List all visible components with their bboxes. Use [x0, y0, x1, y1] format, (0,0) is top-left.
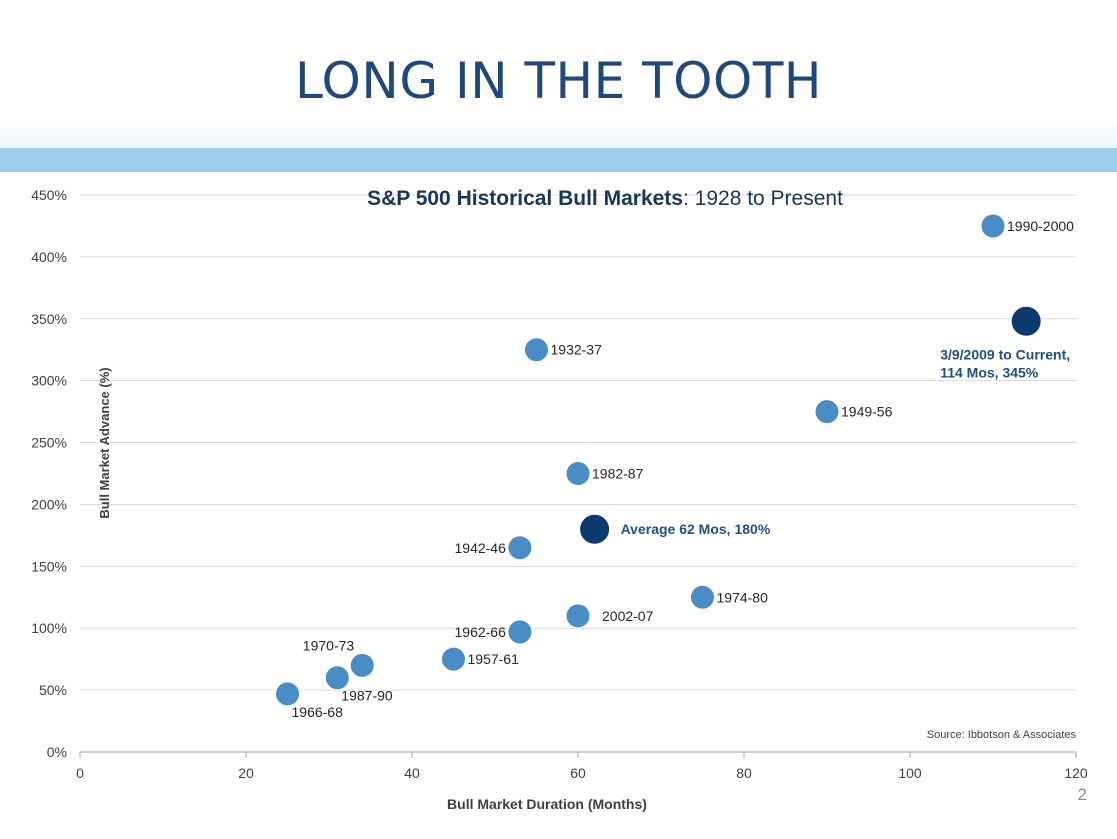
data-point-label: 1942-46: [455, 540, 507, 556]
data-point: [1010, 305, 1042, 337]
x-tick-label: 0: [76, 765, 84, 781]
x-tick-label: 120: [1064, 765, 1088, 781]
x-tick-label: 40: [404, 765, 420, 781]
data-point: [441, 646, 466, 672]
y-tick-label: 250%: [31, 435, 67, 451]
page-number: 2: [1077, 785, 1087, 804]
data-point: [690, 584, 715, 610]
x-axis-label: Bull Market Duration (Months): [447, 796, 647, 812]
y-tick-label: 400%: [31, 249, 67, 265]
data-point: [324, 665, 350, 691]
y-tick-label: 450%: [31, 187, 67, 203]
chart-title: S&P 500 Historical Bull Markets: 1928 to…: [367, 187, 843, 210]
title-band: [0, 118, 1117, 148]
data-point-label: 1990-2000: [1007, 218, 1074, 234]
data-point: [275, 681, 300, 707]
y-tick-label: 200%: [31, 496, 67, 512]
y-axis-label: Bull Market Advance (%): [97, 367, 112, 518]
data-point: [565, 461, 591, 486]
data-point: [524, 337, 549, 363]
y-tick-label: 50%: [39, 682, 67, 698]
y-tick-label: 100%: [31, 620, 67, 636]
data-point-label: 1970-73: [303, 637, 355, 653]
y-tick-label: 150%: [31, 558, 67, 574]
data-point-label: 1932-37: [551, 342, 603, 358]
x-tick-label: 80: [736, 765, 752, 781]
y-tick-label: 350%: [31, 311, 67, 327]
source-note: Source: Ibbotson & Associates: [927, 729, 1077, 741]
chart-title-rest: : 1928 to Present: [683, 187, 843, 210]
x-tick-label: 60: [570, 765, 586, 781]
x-tick-label: 20: [238, 765, 254, 781]
accent-band: [0, 148, 1117, 172]
data-point-label: 1949-56: [841, 404, 893, 420]
data-point: [507, 535, 533, 561]
slide-title: LONG IN THE TOOTH: [294, 52, 823, 110]
data-point-label: 2002-07: [602, 608, 654, 624]
data-point-label: 1974-80: [717, 589, 769, 605]
y-tick-label: 300%: [31, 373, 67, 389]
data-point-label: 1987-90: [341, 688, 393, 704]
data-point: [507, 619, 533, 645]
data-point-label: 1982-87: [592, 466, 644, 482]
data-point-label: 1962-66: [455, 624, 507, 640]
data-point: [579, 513, 611, 545]
data-point-label: 3/9/2009 to Current,: [940, 346, 1070, 362]
data-point-label: 1966-68: [292, 704, 344, 720]
data-point: [349, 652, 375, 678]
x-tick-label: 100: [898, 765, 922, 781]
data-point: [814, 399, 840, 425]
data-point-label: 114 Mos, 345%: [940, 364, 1039, 380]
data-point-label: Average 62 Mos, 180%: [621, 521, 771, 537]
chart-title-bold: S&P 500 Historical Bull Markets: [367, 187, 683, 210]
data-point: [980, 213, 1006, 239]
y-tick-label: 0%: [47, 744, 67, 760]
data-point-label: 1957-61: [468, 651, 520, 667]
data-point: [565, 603, 591, 629]
